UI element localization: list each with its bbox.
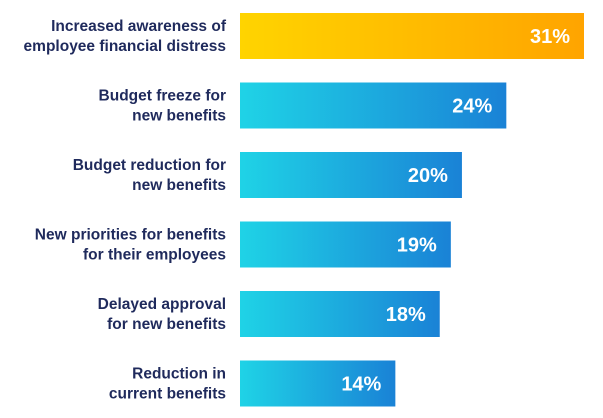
- category-label-5: Delayed approval for new benefits: [98, 296, 226, 333]
- category-label-line: Delayed approval: [98, 296, 226, 313]
- bar-6: [240, 360, 396, 407]
- value-label-2: 24%: [452, 96, 492, 118]
- category-label-line: employee financial distress: [24, 38, 226, 55]
- value-label-1: 31%: [530, 26, 570, 48]
- category-label-line: current benefits: [109, 386, 226, 403]
- category-label-line: new benefits: [132, 108, 226, 125]
- category-label-line: for new benefits: [107, 316, 226, 333]
- category-label-3: Budget reduction for new benefits: [73, 157, 226, 194]
- bars-layer: 31% Increased awareness of employee financ…: [24, 13, 584, 407]
- category-label-line: new benefits: [132, 177, 226, 194]
- bar-4: [240, 221, 451, 268]
- category-label-1: Increased awareness of employee financial…: [24, 18, 227, 55]
- bar-1: [240, 13, 584, 59]
- category-label-line: Increased awareness of: [51, 18, 227, 35]
- category-label-4: New priorities for benefits for their emp…: [35, 227, 226, 264]
- bar-5: [240, 291, 440, 337]
- value-label-4: 19%: [397, 235, 437, 257]
- value-label-5: 18%: [386, 304, 426, 326]
- category-label-line: New priorities for benefits: [35, 227, 226, 244]
- category-label-2: Budget freeze for new benefits: [99, 88, 226, 125]
- category-label-line: Budget reduction for: [73, 157, 226, 174]
- value-label-6: 14%: [341, 374, 381, 396]
- bar-2: [240, 82, 507, 129]
- value-label-3: 20%: [408, 165, 448, 187]
- bar-3: [240, 152, 462, 198]
- category-label-line: for their employees: [83, 247, 226, 264]
- category-label-line: Budget freeze for: [99, 88, 226, 105]
- category-label-line: Reduction in: [132, 366, 226, 383]
- category-label-6: Reduction in current benefits: [109, 366, 226, 403]
